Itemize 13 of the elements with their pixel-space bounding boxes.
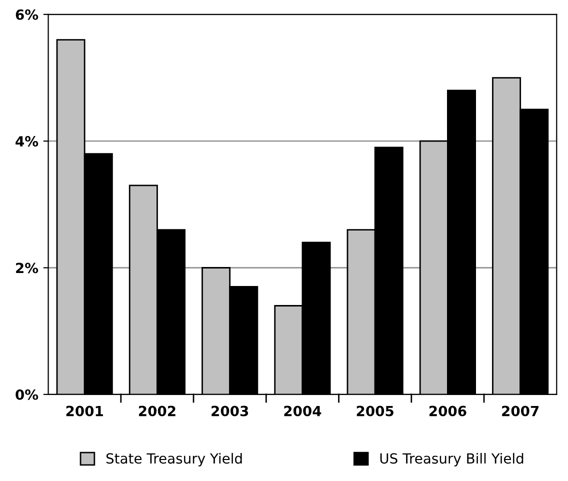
x-tick-label: 2003 — [212, 406, 248, 416]
y-tick-label: 0% — [16, 389, 38, 400]
y-tick-label: 6% — [16, 9, 38, 20]
x-tick-label: 2007 — [502, 406, 539, 416]
y-tick-label: 2% — [16, 262, 38, 274]
x-tick-label: 2002 — [138, 406, 176, 416]
x-tick-label: 2004 — [284, 406, 322, 416]
x-tick-label: 2006 — [429, 406, 466, 416]
legend-label: US Treasury Bill Yield — [380, 452, 524, 466]
x-tick-label: 2005 — [356, 406, 394, 416]
legend-label: State Treasury Yield — [106, 452, 242, 466]
y-tick-label: 4% — [16, 136, 38, 147]
x-tick-label: 2001 — [66, 406, 103, 416]
